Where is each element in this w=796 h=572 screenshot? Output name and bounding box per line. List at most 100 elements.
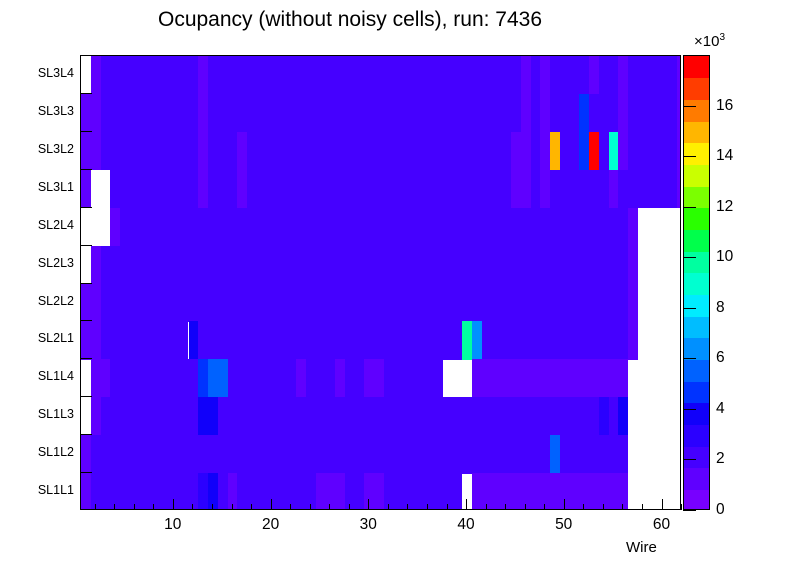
heatmap-cell	[188, 321, 199, 360]
heatmap-cell	[100, 245, 629, 285]
heatmap-cell	[208, 359, 228, 398]
heatmap-cell	[550, 56, 590, 95]
heatmap-cell	[227, 359, 296, 398]
x-axis-minor-tick	[94, 504, 96, 510]
heatmap-cell	[110, 359, 199, 398]
color-scale-tick-label: 0	[716, 501, 725, 518]
x-axis-minor-tick	[133, 504, 135, 510]
heatmap-cell	[198, 131, 209, 171]
y-axis-tick	[80, 168, 92, 170]
heatmap-cell	[677, 131, 680, 171]
color-scale-tick	[683, 358, 696, 360]
heatmap-cell	[247, 131, 511, 171]
heatmap-cell	[217, 397, 599, 436]
heatmap-cell	[208, 473, 218, 509]
heatmap-cell	[598, 56, 619, 95]
heatmap-cell	[237, 473, 316, 509]
heatmap-cell	[628, 131, 678, 171]
heatmap-cell	[90, 435, 551, 474]
heatmap-cell	[100, 321, 189, 360]
heatmap-cell	[198, 473, 209, 509]
heatmap-cell	[589, 131, 599, 171]
color-scale-segment	[684, 251, 709, 274]
color-scale-segment	[684, 56, 709, 79]
x-axis-minor-tick	[114, 504, 116, 510]
heatmap-cell	[90, 131, 101, 171]
x-axis-minor-tick	[583, 504, 585, 510]
color-scale-tick-label: 12	[716, 197, 734, 215]
heatmap-cell	[217, 473, 228, 509]
heatmap-cell	[530, 93, 541, 133]
heatmap-cell	[540, 131, 551, 171]
x-axis-tick-label: 10	[164, 516, 182, 533]
x-axis-tick-label: 40	[457, 516, 475, 533]
color-scale-tick	[683, 257, 696, 259]
heatmap-cell	[305, 359, 336, 398]
color-scale-tick-label: 14	[716, 147, 734, 165]
x-axis-tick-label: 60	[652, 516, 671, 533]
x-axis-minor-tick	[681, 504, 682, 510]
heatmap-cell	[520, 169, 531, 209]
y-axis-label-sl2l3: SL2L3	[37, 255, 74, 270]
heatmap-cell	[335, 359, 345, 398]
x-axis-major-tick	[661, 499, 663, 510]
color-scale-tick-label: 10	[716, 248, 734, 266]
x-axis-minor-tick	[329, 504, 331, 510]
heatmap-cell	[364, 359, 384, 398]
heatmap-plot-frame[interactable]	[80, 55, 681, 510]
y-axis-label-sl1l2: SL1L2	[37, 445, 74, 460]
color-scale-segment	[684, 207, 709, 230]
heatmap-cell	[618, 56, 629, 95]
color-scale-exponent-base: ×10	[694, 33, 720, 50]
heatmap-cell	[198, 169, 209, 209]
heatmap-cell	[100, 93, 199, 133]
heatmap-cell	[559, 435, 629, 474]
heatmap-cell	[471, 359, 609, 398]
color-scale-segment	[684, 186, 709, 209]
heatmap-cell	[227, 473, 238, 509]
heatmap-cell	[198, 56, 209, 95]
x-axis-major-tick	[368, 499, 370, 510]
heatmap-cell	[471, 473, 629, 509]
heatmap-cell	[90, 93, 101, 133]
x-axis-minor-tick	[505, 504, 507, 510]
heatmap-cell	[550, 131, 560, 171]
x-axis-minor-tick	[426, 504, 428, 510]
heatmap-cell	[618, 93, 629, 133]
heatmap-cell	[237, 131, 248, 171]
color-scale-segment	[684, 142, 709, 165]
x-axis-minor-tick	[251, 504, 252, 510]
heatmap-cell	[608, 397, 619, 436]
color-scale-segment	[684, 402, 709, 425]
heatmap-cell	[481, 321, 629, 360]
heatmap-cell	[208, 131, 238, 171]
heatmap-cell	[510, 131, 521, 171]
x-axis-minor-tick	[622, 504, 624, 510]
color-scale-tick	[683, 408, 696, 410]
heatmap-cell	[628, 245, 639, 285]
heatmap-cell	[589, 56, 599, 95]
heatmap-cell	[208, 169, 238, 209]
color-scale-segment	[684, 424, 709, 447]
heatmap-cell	[90, 245, 101, 285]
heatmap-cell	[462, 321, 472, 360]
color-scale-segment	[684, 77, 709, 100]
x-axis-major-tick	[172, 499, 174, 510]
heatmap-cell	[198, 359, 209, 398]
color-scale-bar[interactable]	[683, 55, 710, 510]
color-scale-tick	[683, 156, 696, 158]
y-axis-label-sl3l4: SL3L4	[37, 66, 74, 80]
y-axis-tick	[80, 130, 92, 132]
heatmap-cell	[344, 473, 365, 509]
heatmap-cell	[628, 93, 678, 133]
heatmap-cell	[237, 169, 248, 209]
heatmap-cell	[628, 321, 639, 360]
heatmap-cell	[90, 56, 101, 95]
x-axis-tick-label: 50	[555, 516, 573, 533]
heatmap-cells[interactable]	[81, 56, 680, 509]
x-axis-minor-tick	[407, 504, 409, 510]
heatmap-cell	[81, 435, 91, 474]
heatmap-cell	[81, 283, 91, 323]
x-axis-minor-tick	[309, 504, 311, 510]
y-axis-label-sl3l1: SL3L1	[37, 179, 74, 194]
